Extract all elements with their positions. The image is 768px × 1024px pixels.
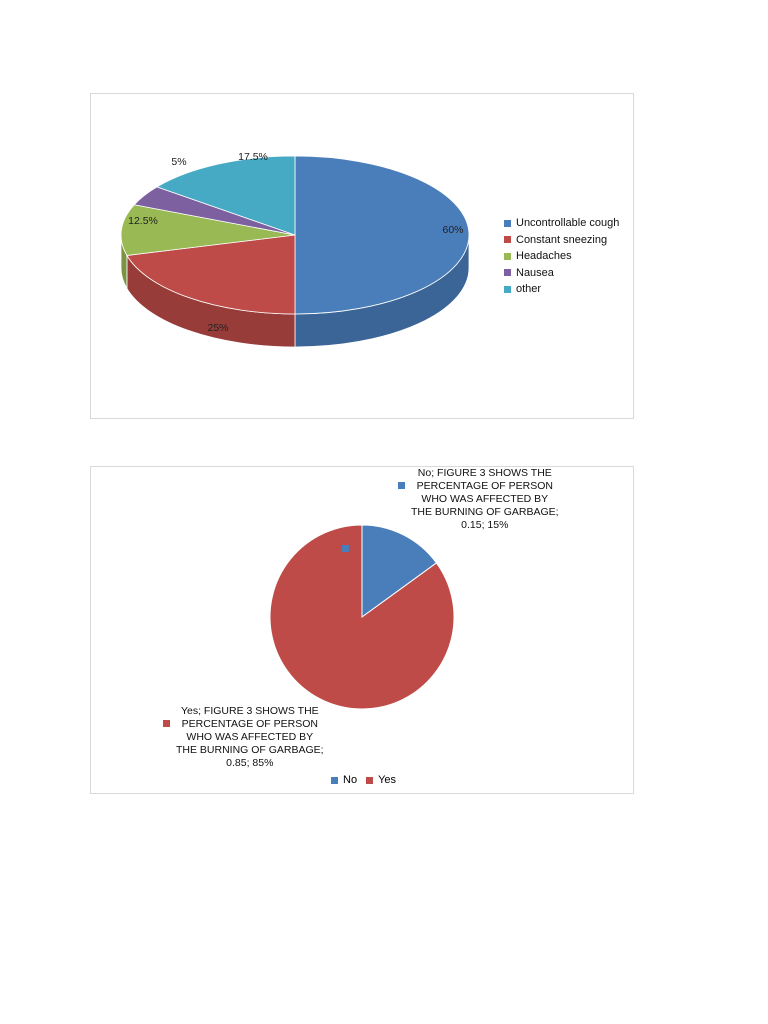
data-label-headaches: 12.5% [128,215,158,227]
data-label-no: No; FIGURE 3 SHOWS THE PERCENTAGE OF PERS… [398,467,559,532]
legend-symptoms: Uncontrollable cough Constant sneezing Hea… [504,215,619,298]
legend-label: Uncontrollable cough [516,217,620,229]
data-label-uncontrollable-cough: 60% [442,224,463,236]
pie-chart-affected [269,524,455,710]
legend-label: Constant sneezing [516,233,608,246]
pie-slice-constant-sneezing [126,234,296,315]
data-label-constant-sneezing: 25% [207,322,228,334]
legend-item-yes: Yes [366,774,396,786]
callout-line: WHO WAS AFFECTED BY [186,731,314,743]
data-label-nausea: 5% [171,156,186,168]
legend-swatch [366,776,374,784]
legend-item-uncontrollable-cough: Uncontrollable cough [504,215,619,232]
pie-slice-yes [269,524,455,710]
legend-label: No [343,774,358,786]
pie-slice-other [156,155,296,236]
legend-label: other [516,283,542,295]
legend-item-headaches: Headaches [504,248,619,265]
legend-swatch [504,285,511,293]
chart-panel-affected: No; FIGURE 3 SHOWS THE PERCENTAGE OF PERS… [90,466,634,794]
callout-line: THE BURNING OF GARBAGE; [176,744,324,756]
legend-swatch [504,269,511,277]
chart-panel-symptoms: 60% 25% 12.5% 5% 17.5% Uncontrollable cough C… [90,93,634,419]
legend-item-no: No [331,774,357,786]
callout-line: Yes; FIGURE 3 SHOWS THE [180,705,319,717]
pie-chart-symptoms: 60% 25% 12.5% 5% 17.5% [120,151,470,348]
callout-line: No; FIGURE 3 SHOWS THE [417,467,552,479]
legend-item-nausea: Nausea [504,265,619,282]
callout-line: PERCENTAGE OF PERSON [181,718,318,730]
pie-slice-uncontrollable-cough [294,155,470,315]
label-marker [342,545,349,552]
legend-swatch [504,252,511,260]
pie-slice-no [361,524,438,618]
callout-line: THE BURNING OF GARBAGE; [411,506,559,518]
legend-swatch [331,776,338,784]
callout-line: 0.15; 15% [461,519,509,531]
callout-line: WHO WAS AFFECTED BY [421,493,549,505]
callout-swatch [398,482,405,489]
legend-label: Yes [378,774,397,786]
legend-swatch [504,219,511,227]
legend-swatch [504,236,511,244]
legend-item-constant-sneezing: Constant sneezing [504,232,619,249]
pie-slice-headaches [120,204,296,256]
callout-line: 0.85; 85% [226,757,274,769]
callout-swatch [163,720,170,727]
data-label-yes: Yes; FIGURE 3 SHOWS THE PERCENTAGE OF PER… [163,705,324,770]
callout-line: PERCENTAGE OF PERSON [416,480,553,492]
data-label-other: 17.5% [238,151,268,163]
legend-label: Nausea [516,266,554,279]
legend-affected: No Yes [331,774,396,786]
legend-item-other: other [504,281,619,298]
legend-label: Headaches [516,250,572,262]
